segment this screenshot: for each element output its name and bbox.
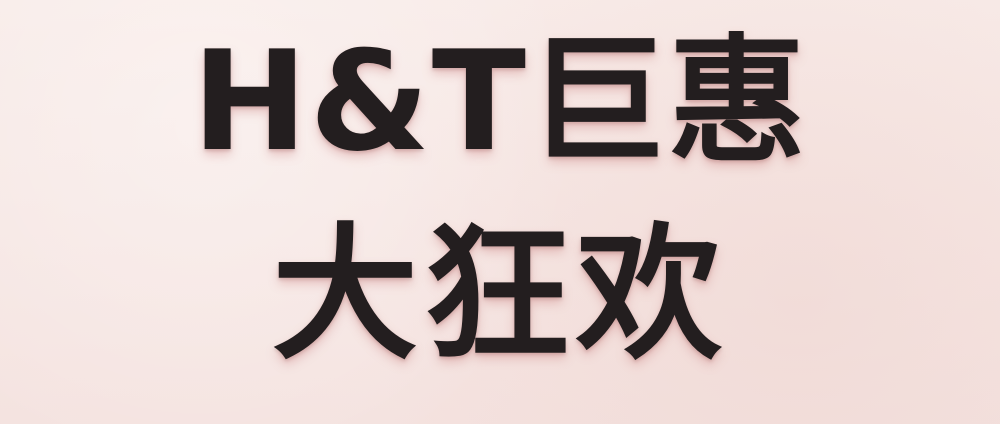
headline-line-2: 大狂欢 (272, 210, 728, 380)
headline-line-1: H&T巨惠 (192, 21, 808, 182)
